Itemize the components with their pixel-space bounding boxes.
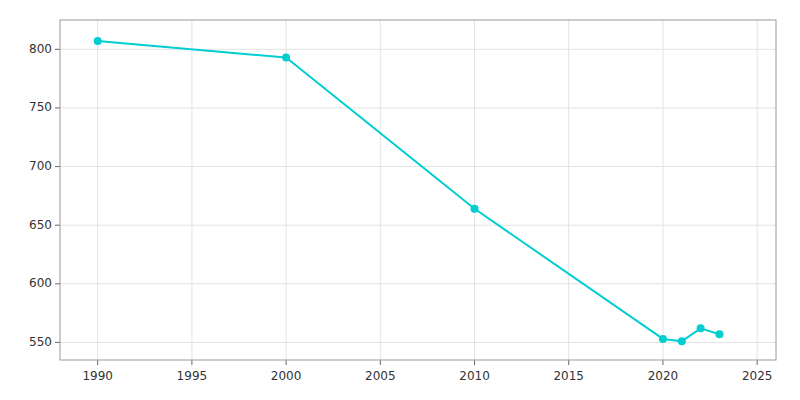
x-grid-line [474, 20, 475, 360]
x-tick [97, 360, 98, 365]
x-tick [757, 360, 758, 365]
y-tick-label: 650 [29, 218, 52, 232]
point [678, 337, 686, 345]
axes: 550 600 650 700 750 800 1990 1995 2000 2005 2010 20… [29, 20, 776, 383]
x-tick-label: 2005 [365, 369, 396, 383]
y-tick-label: 550 [29, 335, 52, 349]
y-grid-line [60, 225, 776, 226]
x-tick-label: 2010 [459, 369, 490, 383]
y-tick [55, 107, 60, 108]
point [659, 335, 667, 343]
x-grid-line [97, 20, 98, 360]
x-tick [474, 360, 475, 365]
point [94, 37, 102, 45]
grid [60, 20, 776, 360]
x-grid-line [380, 20, 381, 360]
x-grid-line [662, 20, 663, 360]
x-grid-line [757, 20, 758, 360]
y-tick [55, 342, 60, 343]
x-tick [568, 360, 569, 365]
x-tick [380, 360, 381, 365]
x-tick [662, 360, 663, 365]
y-tick [55, 283, 60, 284]
y-tick-label: 800 [29, 42, 52, 56]
y-grid-line [60, 49, 776, 50]
point [282, 54, 290, 62]
x-grid-line [191, 20, 192, 360]
y-grid-line [60, 166, 776, 167]
chart: 550 600 650 700 750 800 1990 1995 2000 2005 2010 20… [0, 0, 800, 400]
y-tick-label: 600 [29, 276, 52, 290]
point [697, 324, 705, 332]
chart-container: 550 600 650 700 750 800 1990 1995 2000 2005 2010 20… [0, 0, 800, 400]
x-tick-label: 1990 [82, 369, 113, 383]
x-grid-line [568, 20, 569, 360]
y-grid-line [60, 283, 776, 284]
y-tick [55, 225, 60, 226]
x-tick-label: 2020 [648, 369, 679, 383]
x-tick [286, 360, 287, 365]
point [471, 205, 479, 213]
y-grid-line [60, 107, 776, 108]
x-grid-line [286, 20, 287, 360]
plot-frame [60, 20, 776, 360]
x-tick-label: 2000 [271, 369, 302, 383]
x-tick-label: 2025 [742, 369, 773, 383]
y-tick [55, 49, 60, 50]
point [715, 330, 723, 338]
y-tick [55, 166, 60, 167]
line [98, 41, 720, 341]
x-tick-label: 2015 [553, 369, 584, 383]
y-tick-label: 750 [29, 100, 52, 114]
series [94, 37, 724, 345]
y-grid-line [60, 342, 776, 343]
y-tick-label: 700 [29, 159, 52, 173]
x-tick-label: 1995 [177, 369, 208, 383]
x-tick [191, 360, 192, 365]
